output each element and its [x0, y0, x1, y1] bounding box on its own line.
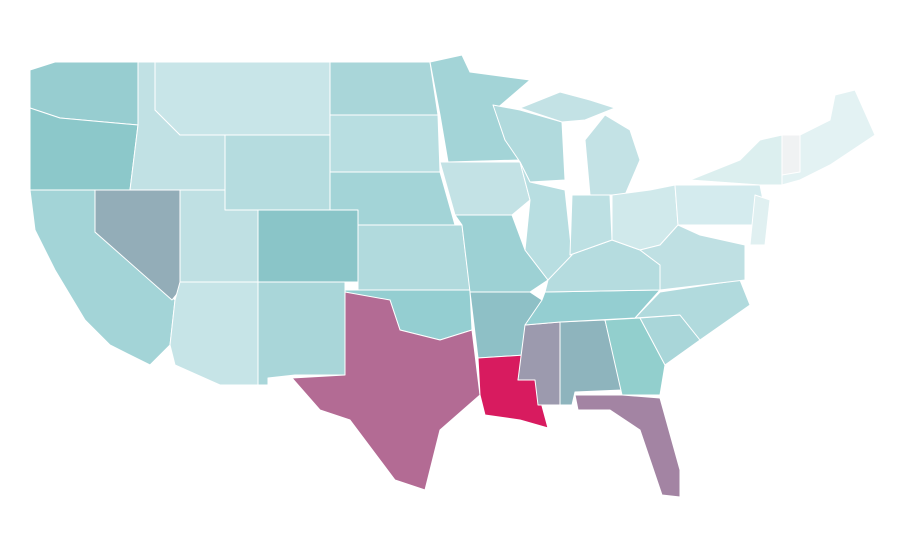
- region: [492, 104, 566, 183]
- region: [257, 281, 346, 386]
- region: [574, 394, 681, 498]
- region: [639, 224, 746, 291]
- region: [584, 114, 641, 196]
- region: [519, 91, 616, 123]
- region: [154, 61, 331, 136]
- region: [781, 89, 876, 186]
- region: [169, 281, 259, 386]
- region: [634, 279, 751, 341]
- region: [329, 61, 439, 116]
- region: [781, 134, 801, 176]
- region: [674, 184, 769, 226]
- region: [224, 134, 331, 211]
- region: [329, 114, 441, 173]
- region: [749, 194, 771, 246]
- states: [29, 54, 876, 498]
- region: [689, 134, 783, 186]
- region: [454, 214, 549, 293]
- region: [439, 161, 531, 216]
- region: [257, 209, 359, 283]
- region: [519, 161, 573, 281]
- region: [291, 291, 481, 491]
- region: [357, 224, 471, 291]
